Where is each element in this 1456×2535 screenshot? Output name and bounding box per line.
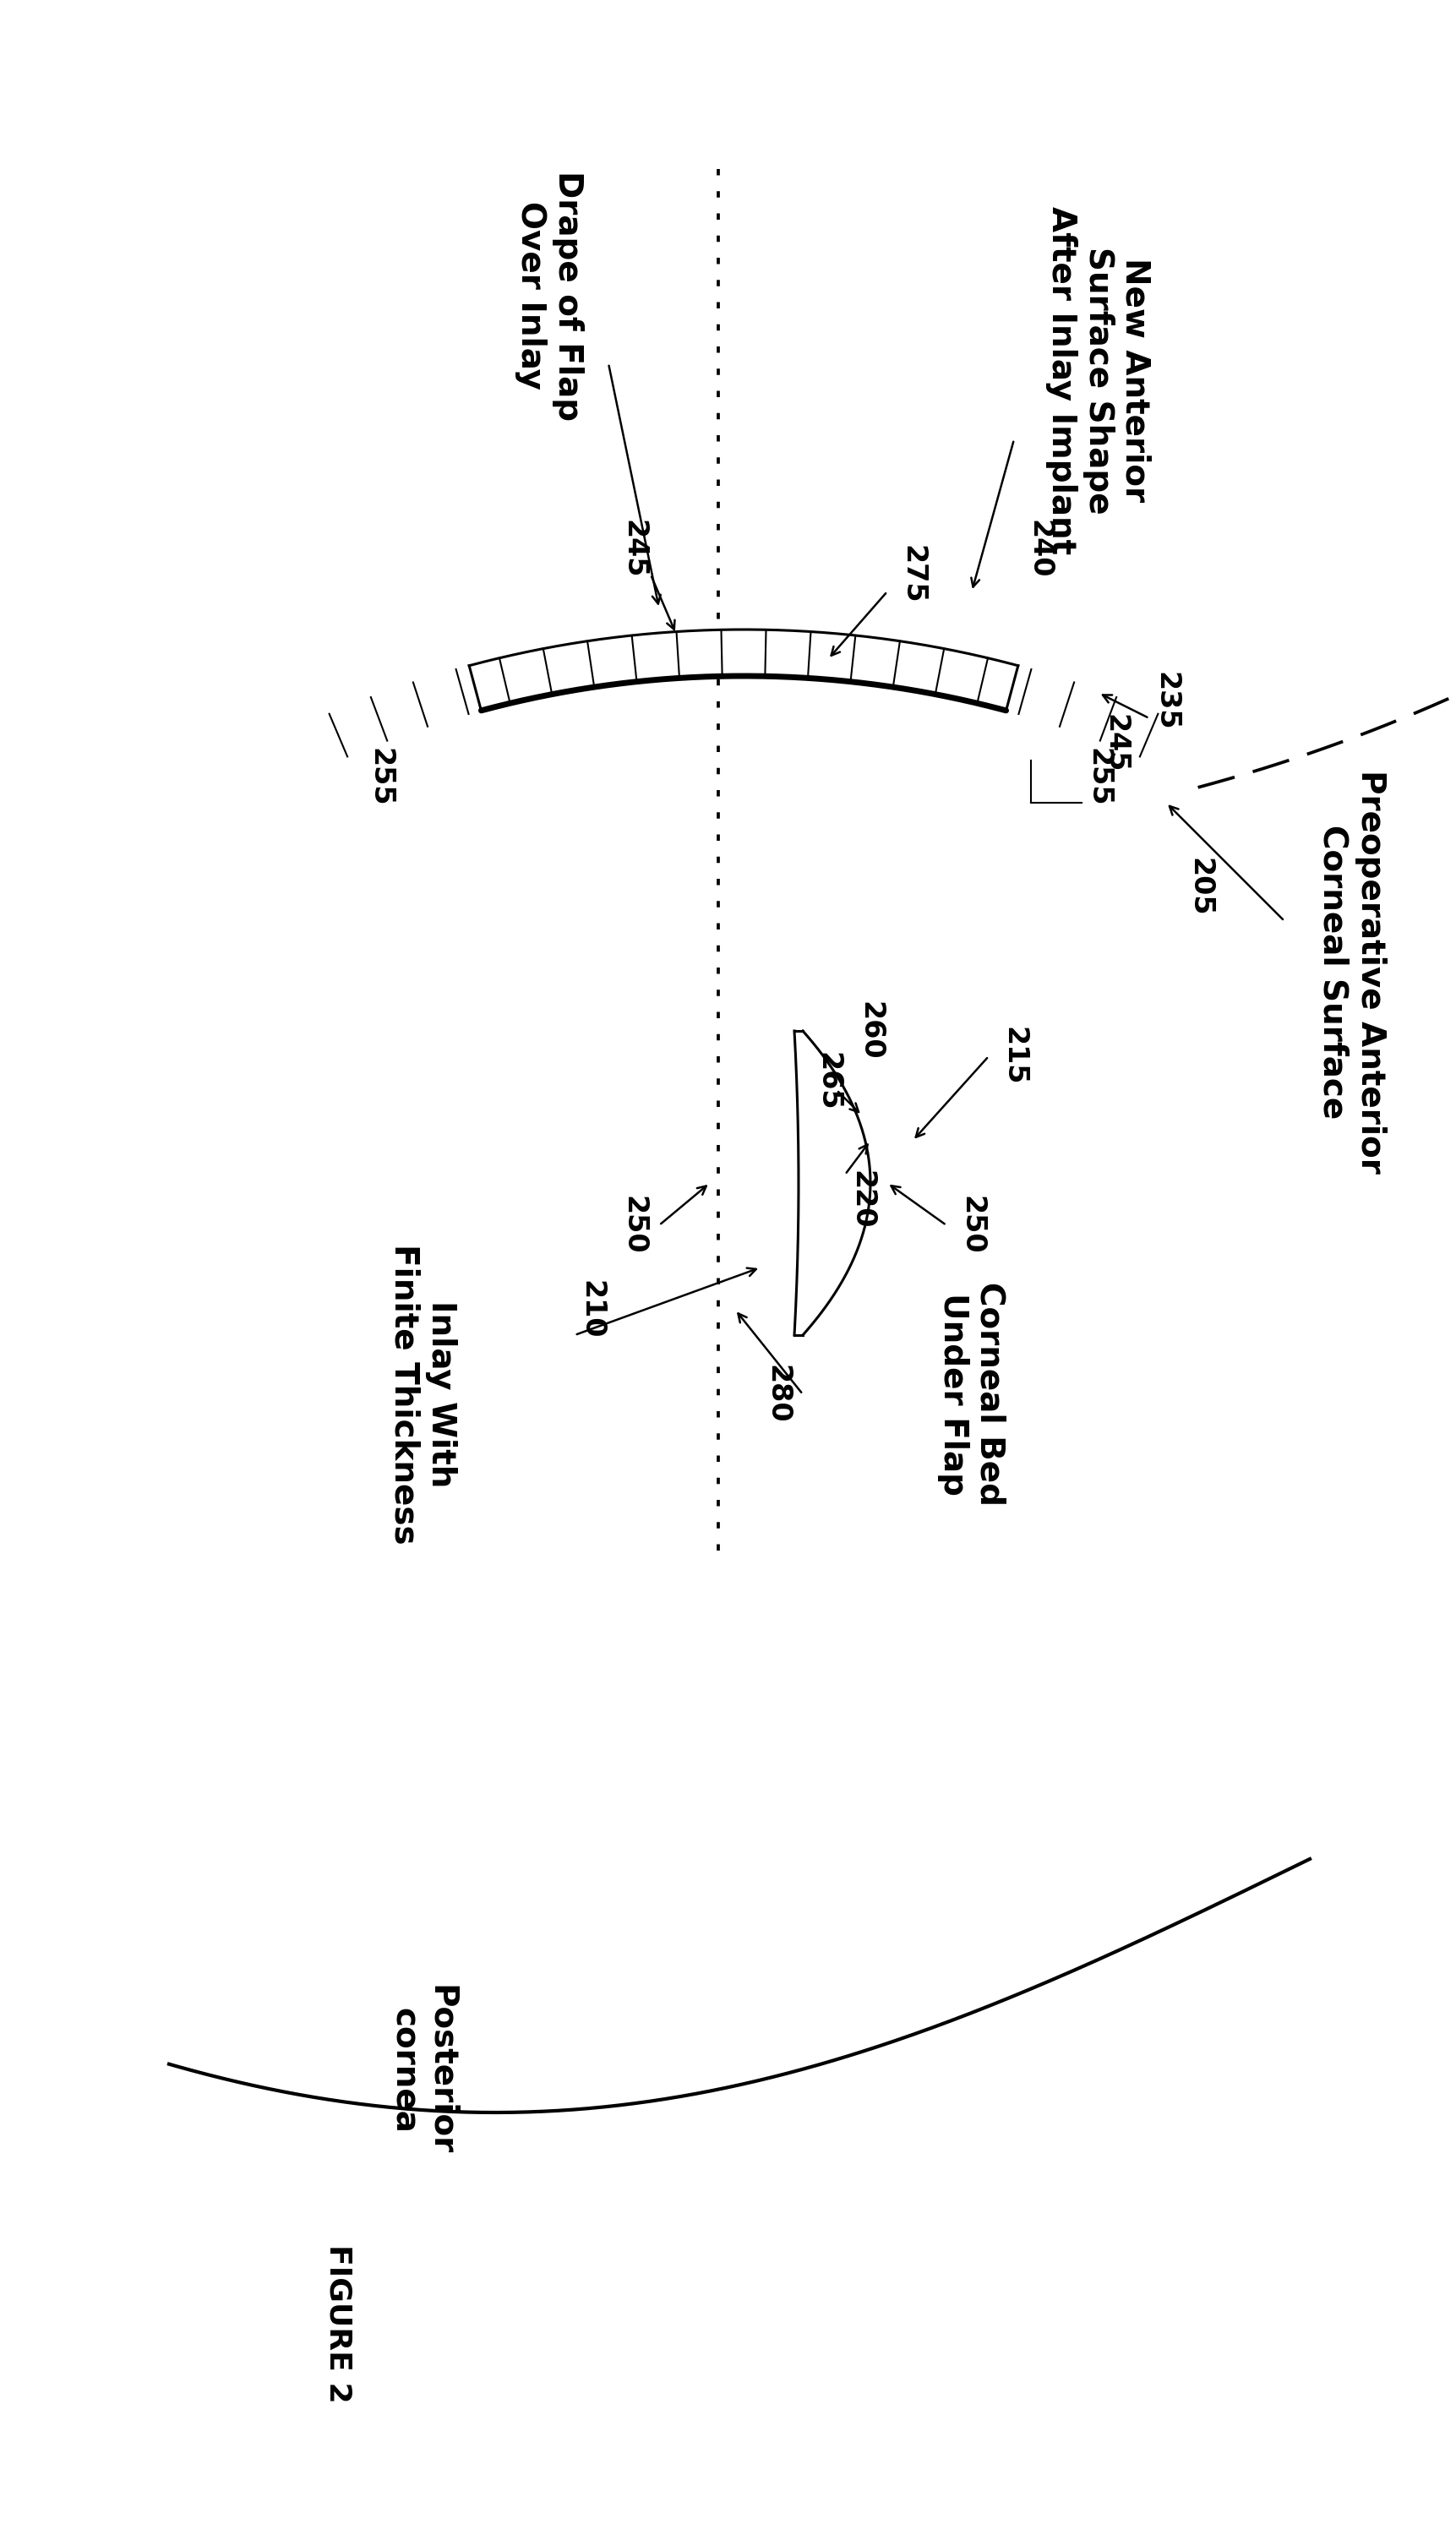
Text: Posterior
cornea: Posterior cornea xyxy=(387,1985,457,2155)
Text: 210: 210 xyxy=(578,1280,606,1338)
Text: Preoperative Anterior
Corneal Surface: Preoperative Anterior Corneal Surface xyxy=(1318,771,1386,1174)
Text: 255: 255 xyxy=(367,748,395,806)
Text: 250: 250 xyxy=(958,1197,986,1255)
Text: 220: 220 xyxy=(847,1171,877,1229)
Polygon shape xyxy=(469,629,1018,710)
Polygon shape xyxy=(795,1032,871,1336)
Text: 265: 265 xyxy=(814,1052,842,1110)
Text: 235: 235 xyxy=(1152,672,1181,730)
Text: 245: 245 xyxy=(1102,715,1130,773)
Text: 275: 275 xyxy=(898,545,926,603)
Text: 255: 255 xyxy=(1085,748,1112,806)
Text: Corneal Bed
Under Flap: Corneal Bed Under Flap xyxy=(938,1283,1006,1506)
Text: 280: 280 xyxy=(763,1364,792,1425)
Text: 250: 250 xyxy=(620,1197,648,1255)
Text: New Anterior
Surface Shape
After Inlay Implant: New Anterior Surface Shape After Inlay I… xyxy=(1045,205,1152,555)
Text: 260: 260 xyxy=(856,1001,884,1060)
Text: Inlay With
Finite Thickness: Inlay With Finite Thickness xyxy=(387,1245,457,1544)
Text: 245: 245 xyxy=(620,520,648,578)
Text: 240: 240 xyxy=(1025,520,1053,578)
Text: FIGURE 2: FIGURE 2 xyxy=(323,2243,352,2403)
Text: 205: 205 xyxy=(1187,857,1214,918)
Text: Drape of Flap
Over Inlay: Drape of Flap Over Inlay xyxy=(514,170,584,421)
Text: 215: 215 xyxy=(1000,1027,1028,1085)
